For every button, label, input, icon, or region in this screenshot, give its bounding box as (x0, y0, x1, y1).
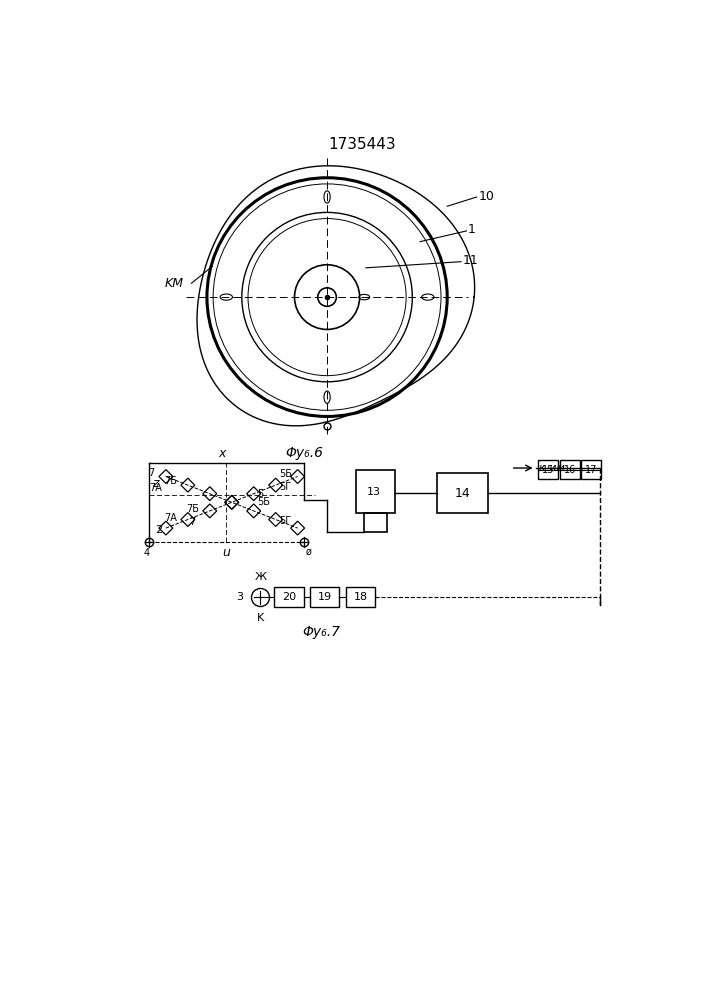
Text: 7A: 7A (164, 513, 177, 523)
Text: 7: 7 (148, 468, 154, 478)
Bar (437, 473, 488, 513)
Text: x: x (218, 447, 226, 460)
Bar (363, 513, 387, 532)
Text: Φу₆.6: Φу₆.6 (285, 446, 323, 460)
Text: 18: 18 (354, 592, 368, 602)
Text: 16: 16 (563, 465, 575, 475)
Text: 17: 17 (585, 465, 597, 475)
Text: Ж: Ж (255, 572, 267, 582)
Text: 20: 20 (282, 592, 296, 602)
Text: 7Б: 7Б (186, 504, 199, 514)
Bar (559, 460, 580, 479)
Text: 10: 10 (478, 190, 494, 204)
Text: 7Б: 7Б (164, 476, 177, 486)
Text: 1: 1 (468, 223, 476, 236)
Text: Φу₆.7: Φу₆.7 (302, 625, 340, 639)
Text: 14: 14 (455, 487, 470, 500)
Text: 15: 15 (542, 465, 554, 475)
Text: KM: KM (164, 277, 183, 290)
Bar (274, 587, 304, 607)
Text: 7A: 7A (149, 483, 162, 493)
Text: 5: 5 (257, 489, 264, 499)
Text: K: K (257, 613, 264, 623)
Text: 7: 7 (189, 517, 196, 527)
Text: 11: 11 (462, 254, 479, 267)
Text: 3: 3 (236, 592, 243, 602)
Text: u: u (223, 546, 230, 559)
Bar (310, 587, 339, 607)
Text: 5Б: 5Б (257, 497, 271, 507)
Text: 5Г: 5Г (279, 482, 292, 492)
Text: ø: ø (306, 546, 312, 556)
Bar (346, 587, 375, 607)
Text: 5Г: 5Г (279, 516, 292, 526)
Text: 5Б: 5Б (279, 469, 293, 479)
Text: 13: 13 (366, 487, 380, 497)
Text: z: z (152, 477, 158, 490)
Text: 4: 4 (144, 548, 150, 558)
Text: 1735443: 1735443 (328, 137, 396, 152)
Text: 2: 2 (155, 525, 162, 535)
Bar (356, 470, 395, 513)
Text: 19: 19 (317, 592, 332, 602)
Text: к им: к им (539, 463, 566, 473)
Bar (581, 460, 602, 479)
Bar (538, 460, 558, 479)
